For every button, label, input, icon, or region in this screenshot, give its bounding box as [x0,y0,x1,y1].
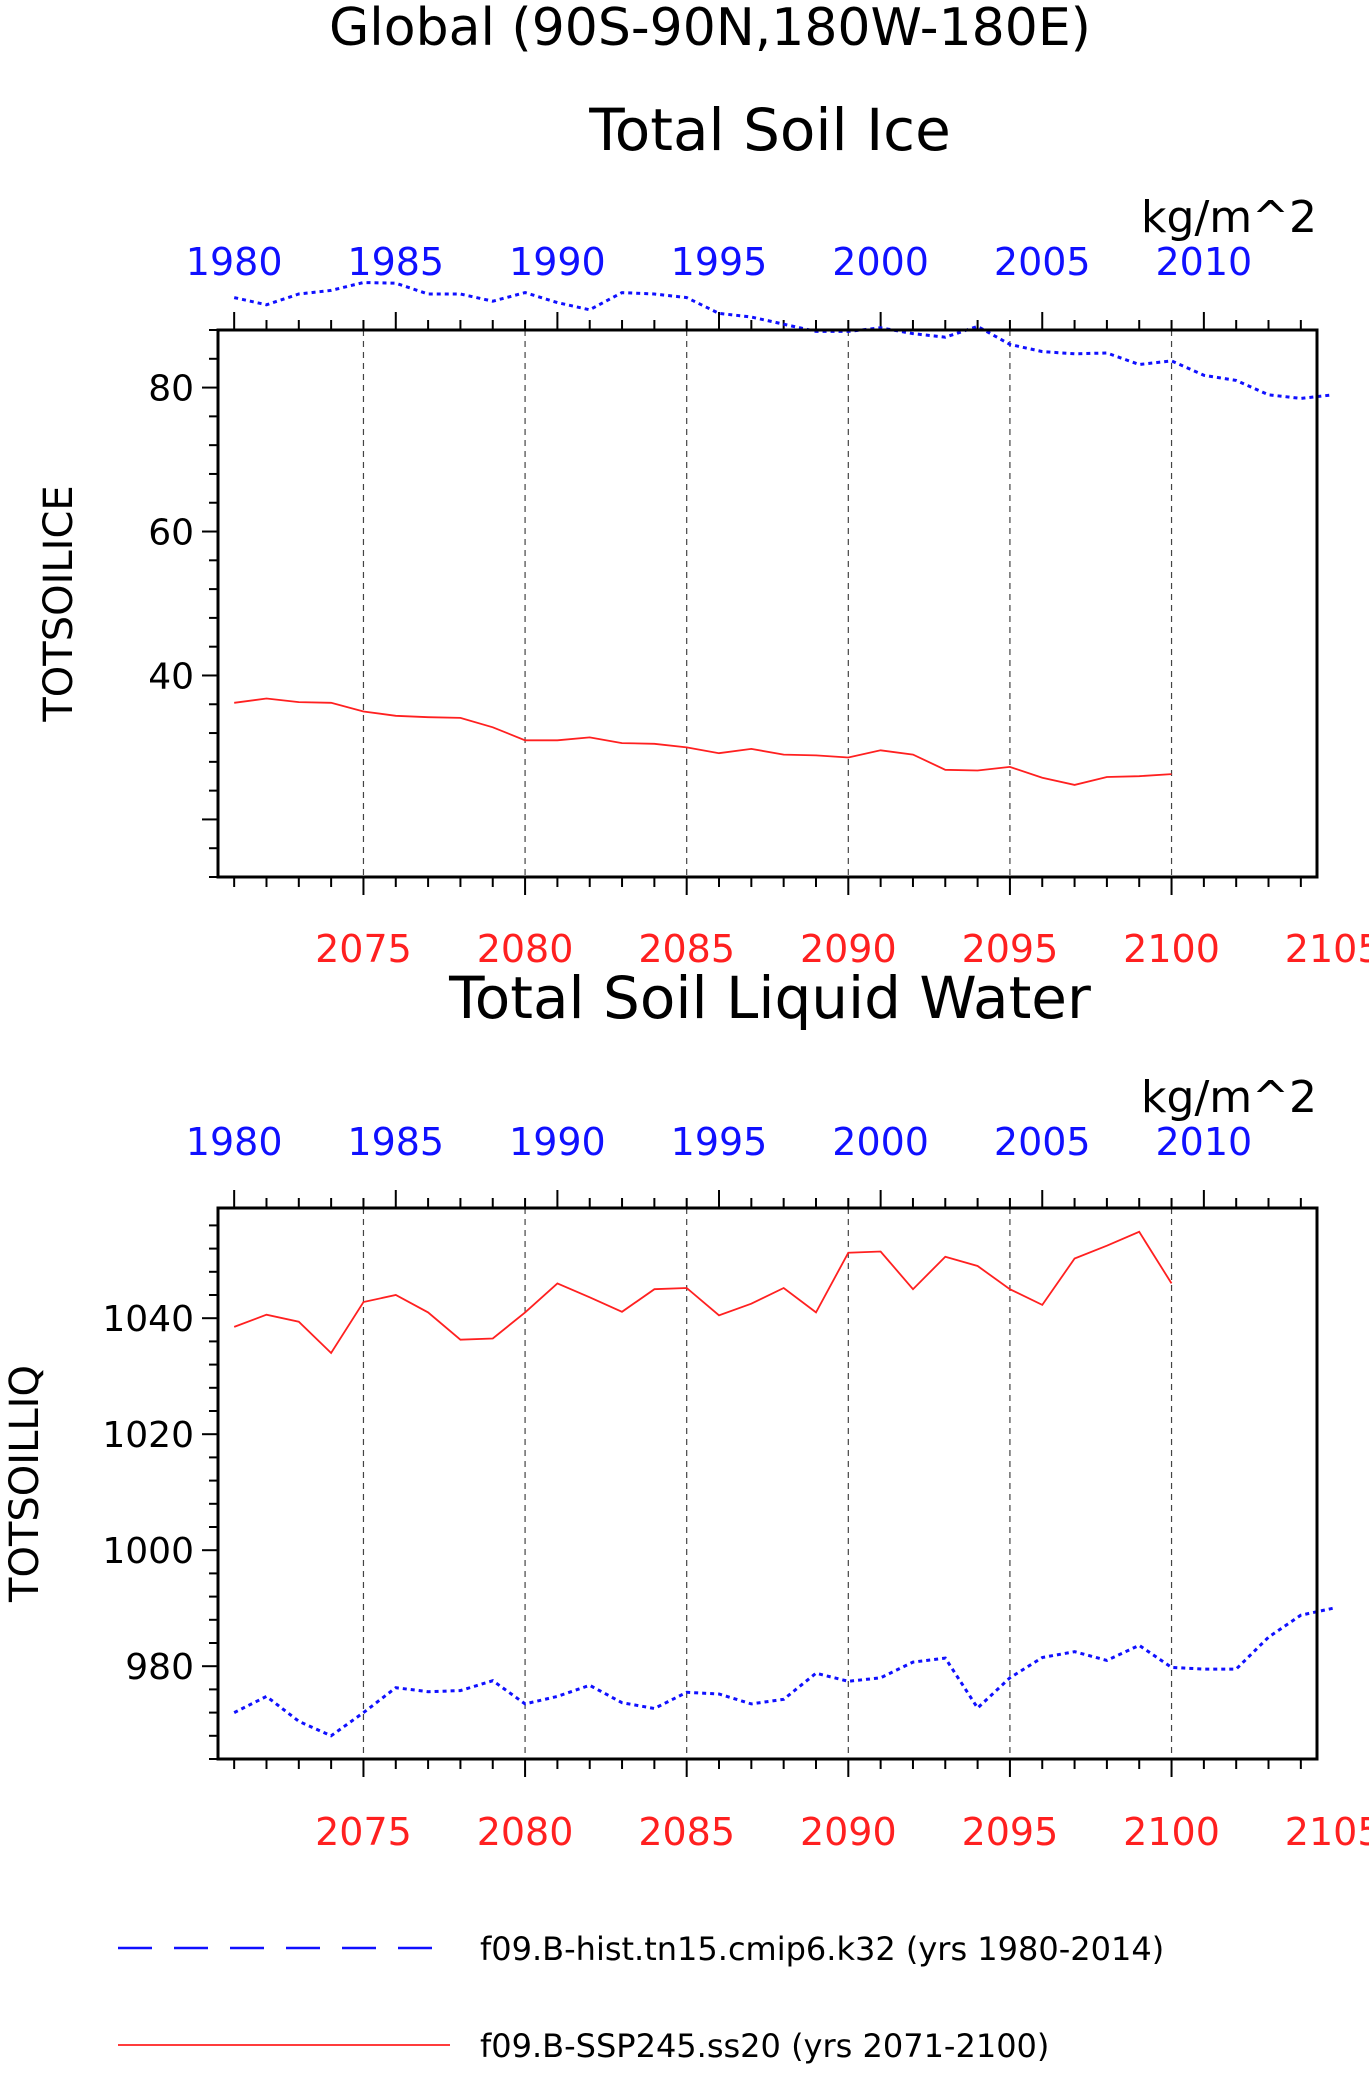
y-axis-label: TOTSOILLIQ [2,1365,48,1603]
panel-total-soil-liquid-water: Total Soil Liquid Water kg/m^2 TOTSOILLIQ 9… [2,964,1369,1854]
x-bottom-tick-label: 2100 [1123,1810,1220,1854]
y-tick-label: 80 [148,369,194,410]
x-bottom-tick-label: 2095 [962,927,1059,971]
legend-label: f09.B-hist.tn15.cmip6.k32 (yrs 1980-2014… [480,1930,1164,1968]
x-top-tick-label: 1990 [509,1120,606,1164]
units-label: kg/m^2 [1141,1072,1317,1123]
x-bottom-tick-label: 2105 [1285,1810,1369,1854]
y-axis-label: TOTSOILICE [36,485,82,722]
x-bottom-tick-label: 2075 [315,1810,412,1854]
x-top-tick-label: 1985 [347,240,444,284]
series-line-ssp245 [234,697,1172,786]
x-top-tick-label: 1980 [186,240,283,284]
series-line-ssp245 [233,1230,1173,1355]
y-tick-label: 60 [148,513,194,554]
legend-label: f09.B-SSP245.ss20 (yrs 2071-2100) [480,2027,1049,2065]
panel-title: Total Soil Liquid Water [448,964,1091,1032]
x-bottom-tick-label: 2075 [315,927,412,971]
x-bottom-tick-label: 2090 [800,1810,897,1854]
x-bottom-tick-label: 2085 [638,1810,735,1854]
x-top-tick-label: 2005 [994,1120,1091,1164]
x-top-tick-label: 1995 [671,240,768,284]
panel-title: Total Soil Ice [588,96,951,164]
x-bottom-tick-label: 2105 [1285,927,1369,971]
units-label: kg/m^2 [1141,192,1317,243]
x-bottom-tick-label: 2095 [962,1810,1059,1854]
x-bottom-tick-label: 2100 [1123,927,1220,971]
panel-total-soil-ice: Total Soil Ice kg/m^2 TOTSOILICE 40 60 80 2075… [36,96,1369,971]
plot-frame [216,1206,1319,1761]
x-top-tick-label: 2000 [832,240,929,284]
x-bottom-tick-label: 2090 [800,927,897,971]
y-tick-label: 1020 [102,1415,194,1456]
legend: f09.B-hist.tn15.cmip6.k32 (yrs 1980-2014… [118,1930,1164,2065]
y-tick-label: 980 [125,1647,194,1688]
series-line-hist [233,280,1334,400]
series-line-hist [233,1606,1334,1738]
x-top-tick-label: 1980 [186,1120,283,1164]
y-tick-label: 40 [148,656,194,697]
x-top-tick-label: 1995 [671,1120,768,1164]
x-top-tick-label: 1990 [509,240,606,284]
x-bottom-tick-label: 2080 [477,927,574,971]
y-tick-label: 1040 [102,1299,194,1340]
x-top-tick-label: 2000 [832,1120,929,1164]
x-top-tick-label: 2010 [1156,240,1253,284]
x-bottom-tick-label: 2085 [638,927,735,971]
plot-frame [216,328,1319,879]
figure-title: Global (90S-90N,180W-180E) [329,0,1091,58]
x-top-tick-label: 2010 [1156,1120,1253,1164]
x-bottom-tick-label: 2080 [477,1810,574,1854]
x-top-tick-label: 1985 [347,1120,444,1164]
y-tick-label: 1000 [102,1531,194,1572]
x-top-tick-label: 2005 [994,240,1091,284]
